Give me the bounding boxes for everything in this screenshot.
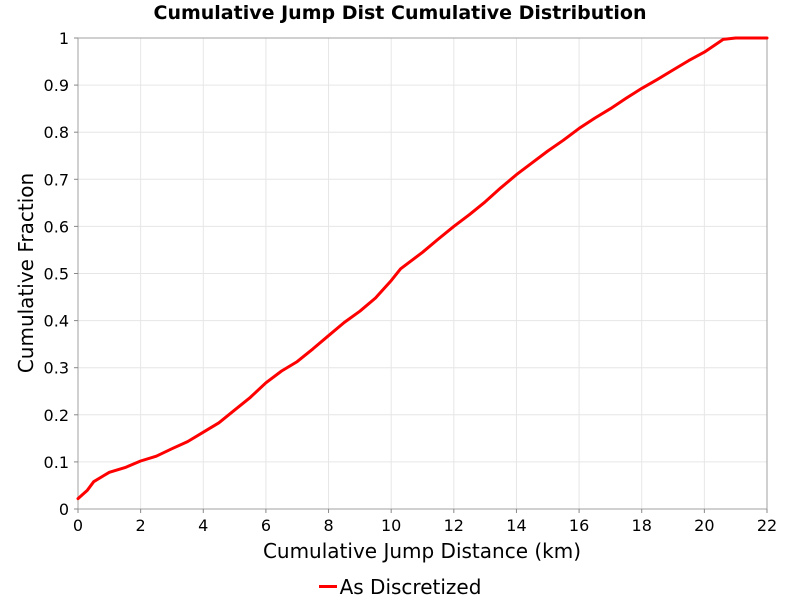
y-tick-label: 0 [59, 500, 69, 519]
y-tick-label: 0.4 [44, 312, 69, 331]
legend-swatch [318, 585, 337, 588]
legend-item: As Discretized [318, 574, 482, 599]
x-tick-label: 4 [198, 516, 208, 535]
x-tick-label: 6 [261, 516, 271, 535]
series-layer [76, 36, 769, 501]
x-tick-label: 18 [632, 516, 652, 535]
legend: As Discretized [0, 569, 800, 599]
x-tick-label: 16 [569, 516, 589, 535]
x-tick-label: 14 [506, 516, 526, 535]
y-tick-label: 0.1 [44, 453, 69, 472]
x-axis-label: Cumulative Jump Distance (km) [263, 539, 581, 563]
x-tick-label: 22 [757, 516, 777, 535]
x-tick-label: 20 [694, 516, 714, 535]
grid [77, 37, 768, 510]
x-tick-label: 8 [323, 516, 333, 535]
y-tick-label: 1 [59, 29, 69, 48]
ticks: 0 2 4 6 8 10 12 14 16 18 20 22 0 0.1 0.2 0.3 0.4 0.5 0.6 0.… [44, 29, 778, 535]
x-tick-label: 2 [136, 516, 146, 535]
y-tick-label: 0.6 [44, 217, 69, 236]
x-tick-label: 0 [73, 516, 83, 535]
y-tick-label: 0.2 [44, 406, 69, 425]
legend-label: As Discretized [339, 574, 482, 599]
chart-title: Cumulative Jump Dist Cumulative Distribu… [153, 2, 647, 24]
y-tick-label: 0.3 [44, 359, 69, 378]
y-tick-label: 0.8 [44, 123, 69, 142]
y-tick-label: 0.9 [44, 76, 69, 95]
x-tick-label: 12 [444, 516, 464, 535]
series-line-as-discretized [76, 36, 769, 501]
y-axis-label: Cumulative Fraction [14, 173, 38, 373]
x-tick-label: 10 [381, 516, 401, 535]
y-tick-label: 0.5 [44, 265, 69, 284]
y-tick-label: 0.7 [44, 170, 69, 189]
